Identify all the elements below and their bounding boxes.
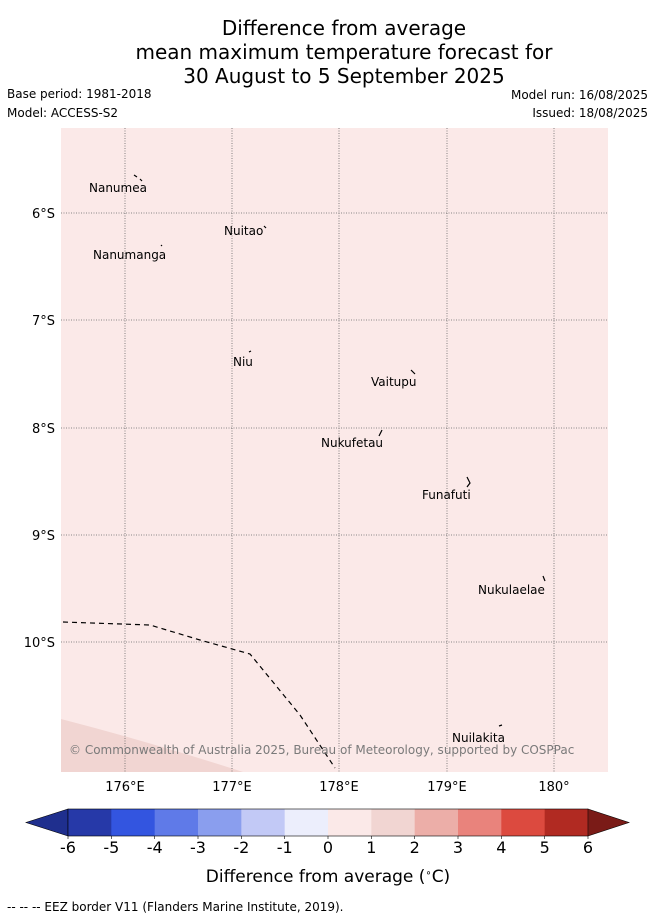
colorbar-title: Difference from average (∘C): [206, 867, 450, 887]
label-vaitupu: Vaitupu: [371, 375, 417, 389]
island-nukulaelae: [542, 575, 546, 582]
colorbar-tick-label: 3: [453, 838, 463, 857]
lon-tick-labels: 176°E 177°E 178°E 179°E 180°: [105, 780, 569, 795]
colorbar-title-degree: ∘: [425, 868, 431, 879]
lon-label-177e: 177°E: [212, 780, 252, 795]
lat-label-10s: 10°S: [24, 636, 55, 651]
title-line-3: 30 August to 5 September 2025: [183, 64, 505, 88]
title-line-1: Difference from average: [221, 16, 467, 40]
colorbar-segments: [67, 808, 589, 837]
lat-label-7s: 7°S: [32, 314, 55, 329]
islands: [133, 174, 546, 727]
island-funafuti: [466, 476, 471, 488]
graticule: [61, 128, 608, 772]
label-nanumanga: Nanumanga: [93, 248, 166, 262]
issued-date: Issued: 18/08/2025: [532, 106, 648, 120]
colorbar-tick-labels: -6 -5 -4 -3 -2 -1 0 1 2 3 4 5 6: [60, 836, 593, 857]
label-nanumea: Nanumea: [89, 181, 147, 195]
label-funafuti: Funafuti: [422, 488, 471, 502]
colorbar-segment: [414, 809, 459, 836]
lat-tick-labels: 6°S 7°S 8°S 9°S 10°S: [24, 207, 55, 651]
colorbar-segment: [501, 809, 546, 836]
colorbar-tick-label: -1: [277, 838, 293, 857]
base-period: Base period: 1981-2018: [7, 87, 152, 101]
title-line-2: mean maximum temperature forecast for: [135, 40, 553, 64]
island-nuitao: [263, 225, 267, 229]
colorbar-segment: [544, 809, 589, 836]
colorbar-tick-label: 6: [583, 838, 593, 857]
lon-label-176e: 176°E: [105, 780, 145, 795]
colorbar-tick-label: 2: [410, 838, 420, 857]
colorbar-tick-label: -4: [147, 838, 163, 857]
colorbar-segment: [154, 809, 199, 836]
lon-label-180: 180°: [538, 780, 569, 795]
lat-label-8s: 8°S: [32, 422, 55, 437]
colorbar-tick-label: -3: [190, 838, 206, 857]
island-niu: [248, 350, 252, 353]
colorbar-tick-label: -2: [233, 838, 249, 857]
colorbar-segment: [241, 809, 286, 836]
chart-title: Difference from average mean maximum tem…: [0, 16, 655, 88]
colorbar-segment: [68, 809, 112, 836]
label-nukufetau: Nukufetau: [321, 436, 383, 450]
anomaly-region: [61, 719, 243, 772]
colorbar-title-text: Difference from average (: [206, 867, 426, 887]
island-vaitupu: [410, 369, 416, 375]
lon-label-178e: 178°E: [319, 780, 359, 795]
colorbar-segment: [198, 809, 242, 836]
copyright-notice: © Commonwealth of Australia 2025, Bureau…: [69, 743, 574, 757]
lat-label-9s: 9°S: [32, 529, 55, 544]
colorbar-segment: [111, 809, 156, 836]
colorbar-tick-label: -5: [103, 838, 119, 857]
model-name: Model: ACCESS-S2: [7, 106, 119, 120]
colorbar-segment: [371, 809, 416, 836]
colorbar-tick-label: 0: [323, 838, 333, 857]
label-nuitao: Nuitao: [224, 224, 263, 238]
colorbar-tick-label: 1: [366, 838, 376, 857]
model-run: Model run: 16/08/2025: [510, 88, 648, 102]
map-area: [61, 128, 608, 772]
colorbar-tick-label: -6: [60, 838, 76, 857]
colorbar-tick-label: 5: [540, 838, 550, 857]
colorbar-tick-label: 4: [496, 838, 506, 857]
island-nukufetau: [378, 429, 383, 437]
colorbar-title-unit: C): [432, 867, 451, 887]
label-nukulaelae: Nukulaelae: [478, 583, 545, 597]
place-labels: Nanumea Nuitao Nanumanga Niu Vaitupu Nuk…: [89, 181, 545, 745]
island-nanumanga: [160, 244, 163, 247]
lon-label-179e: 179°E: [427, 780, 467, 795]
eez-border: [62, 621, 336, 769]
colorbar: -6 -5 -4 -3 -2 -1 0 1 2 3 4 5 6 Difference from aver…: [25, 808, 630, 887]
label-nuilakita: Nuilakita: [452, 731, 505, 745]
label-niu: Niu: [233, 355, 253, 369]
colorbar-segment: [284, 809, 329, 836]
lat-label-6s: 6°S: [32, 207, 55, 222]
eez-legend-note: -- -- -- EEZ border V11 (Flanders Marine…: [7, 900, 344, 914]
colorbar-under-arrow: [25, 808, 69, 837]
colorbar-over-arrow: [587, 808, 630, 837]
colorbar-segment: [328, 809, 372, 836]
island-nanumea: [133, 174, 143, 182]
colorbar-segment: [458, 809, 502, 836]
island-nuilakita: [498, 724, 503, 727]
